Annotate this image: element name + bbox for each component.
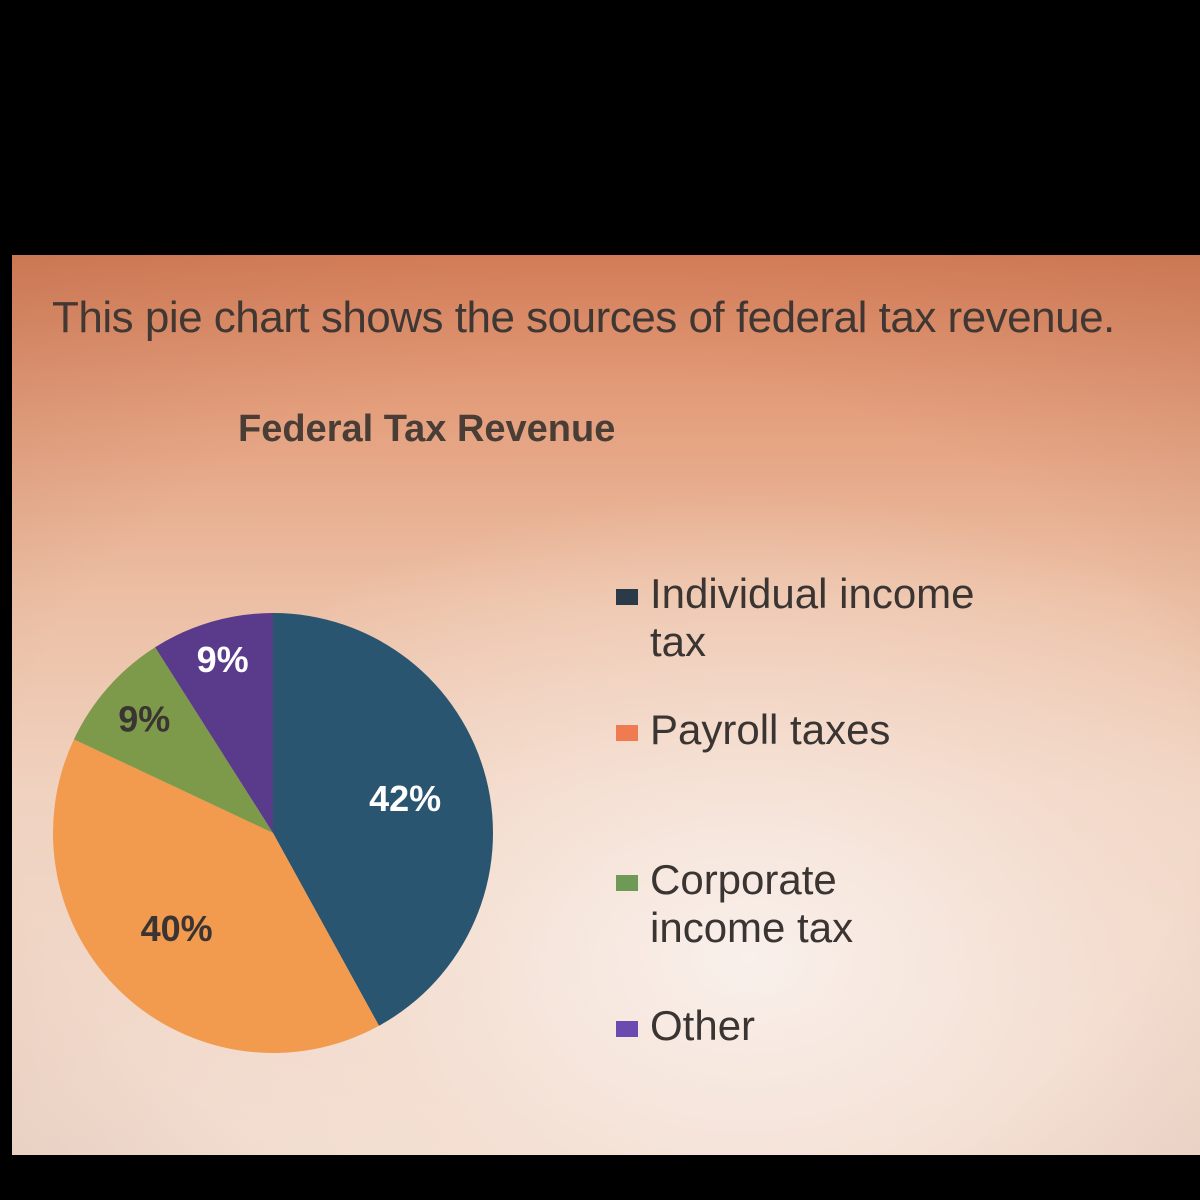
question-prompt: This pie chart shows the sources of fede… xyxy=(52,293,1115,342)
legend-swatch xyxy=(616,589,638,605)
pie-slice-payroll-taxes xyxy=(52,739,379,1053)
legend-label: Individual income tax xyxy=(650,570,975,665)
pie-slice-other xyxy=(155,613,273,833)
question-panel: This pie chart shows the sources of fede… xyxy=(12,255,1200,1155)
pie-label-payroll-taxes: 40% xyxy=(141,908,213,949)
legend-swatch xyxy=(616,875,638,891)
legend-label: Other xyxy=(650,1002,756,1049)
pie-label-other: 9% xyxy=(197,639,249,680)
legend-swatch xyxy=(616,1021,638,1037)
legend-label: Payroll taxes xyxy=(650,706,891,753)
legend-label: Corporate income tax xyxy=(650,856,854,951)
pie-slice-corporate-income-tax xyxy=(73,647,273,833)
pie-labels: 42% 40% 9% 9% xyxy=(118,639,441,949)
pie-chart: 42% 40% 9% 9% xyxy=(52,613,493,1053)
legend-swatch xyxy=(616,725,638,741)
pie-label-individual-income-tax: 42% xyxy=(369,778,441,819)
pie-slice-individual-income-tax xyxy=(273,613,493,1026)
pie-slices xyxy=(52,613,493,1053)
pie-label-corporate-income-tax: 9% xyxy=(118,699,170,740)
chart-title: Federal Tax Revenue xyxy=(238,408,616,450)
